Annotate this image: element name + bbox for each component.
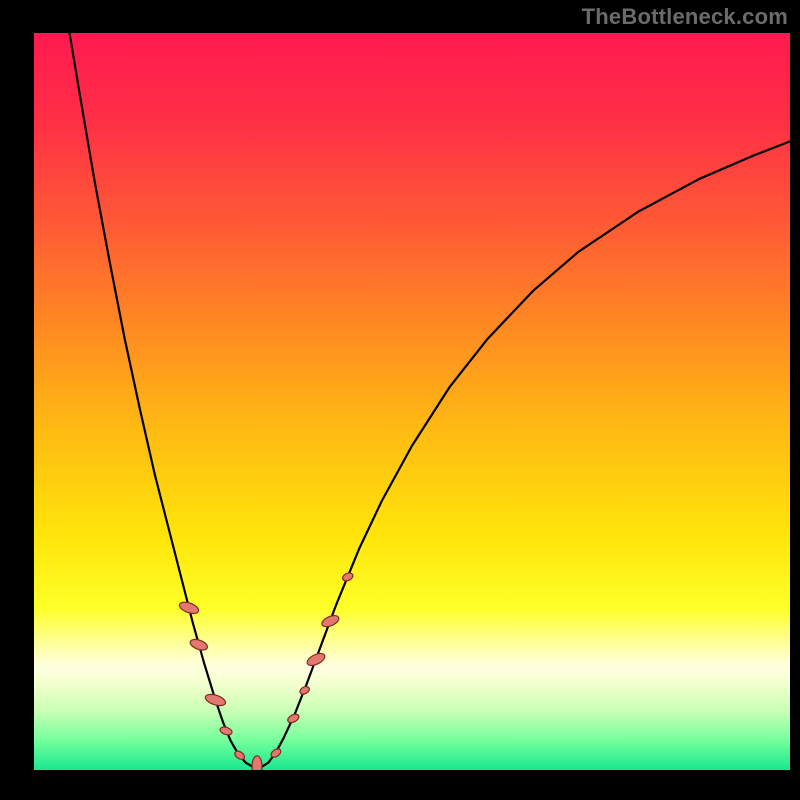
chart-canvas: TheBottleneck.com <box>0 0 800 800</box>
watermark-text: TheBottleneck.com <box>582 4 788 30</box>
gradient-background <box>34 33 790 770</box>
marker <box>252 756 262 770</box>
plot-area <box>34 33 790 770</box>
